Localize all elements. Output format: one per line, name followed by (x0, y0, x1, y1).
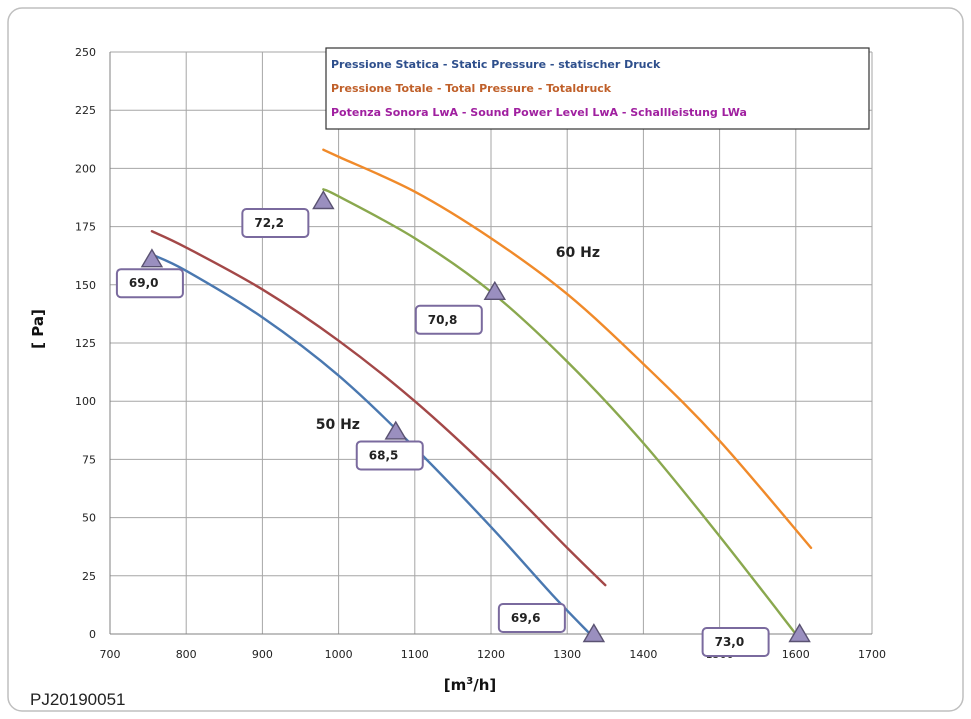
x-tick-label: 900 (252, 648, 273, 661)
y-axis-title: [ Pa] (29, 309, 47, 349)
marker-callout-label: 70,8 (428, 313, 458, 327)
y-tick-labels: 0 25 50 75 100 125 150 175 200 225 250 (75, 46, 96, 641)
x-axis-title-tail: /h] (473, 676, 496, 694)
series-line (150, 230, 607, 587)
x-tick-label: 1400 (629, 648, 657, 661)
frequency-label: 50 Hz (316, 417, 360, 433)
x-tick-label: 1200 (477, 648, 505, 661)
x-axis-title: [m3/h] (444, 676, 496, 694)
x-tick-label: 1000 (325, 648, 353, 661)
marker-callout-box (115, 268, 184, 299)
legend: Pressione Statica - Static Pressure - st… (325, 47, 870, 130)
y-tick-label: 125 (75, 337, 96, 350)
legend-entry: Pressione Totale - Total Pressure - Tota… (331, 82, 612, 95)
marker-triangle (384, 420, 407, 440)
frequency-label: 60 Hz (556, 245, 600, 261)
x-tick-label: 800 (176, 648, 197, 661)
marker-callout-label: 69,0 (129, 276, 159, 290)
marker-callout-label: 68,5 (369, 448, 399, 462)
x-tick-label: 1600 (782, 648, 810, 661)
chart-border (7, 7, 964, 712)
y-tick-label: 225 (75, 104, 96, 117)
frequency-annotations: 50 Hz 60 Hz (316, 245, 600, 433)
data-markers: 69,0 68,5 69,6 72,2 70,8 73,0 (115, 190, 811, 657)
marker-triangle (140, 248, 164, 268)
y-tick-label: 250 (75, 46, 96, 59)
legend-entry: Pressione Statica - Static Pressure - st… (331, 58, 661, 71)
y-tick-label: 50 (82, 512, 96, 525)
series-line (322, 148, 813, 550)
y-tick-label: 175 (75, 221, 96, 234)
x-tick-label: 700 (100, 648, 121, 661)
marker-callout-box (414, 304, 483, 335)
marker-triangle (788, 623, 811, 643)
marker-callout-box (497, 603, 566, 633)
marker-callout-label: 72,2 (254, 216, 284, 230)
y-tick-label: 75 (82, 453, 96, 466)
y-tick-label: 150 (75, 279, 96, 292)
marker-callout-box (241, 207, 310, 238)
marker-callout-label: 69,6 (511, 611, 541, 625)
x-axis-title-base: [m (444, 676, 467, 694)
y-tick-label: 25 (82, 570, 96, 583)
document-code: PJ20190051 (30, 690, 125, 709)
x-tick-label: 1100 (401, 648, 429, 661)
marker-callout-box (355, 440, 424, 471)
series-curves (150, 148, 813, 636)
series-line (150, 253, 592, 636)
marker-triangle (582, 623, 606, 643)
marker-callout-label: 73,0 (715, 635, 745, 649)
y-tick-label: 0 (89, 628, 96, 641)
y-tick-label: 100 (75, 395, 96, 408)
marker-triangle (312, 190, 335, 210)
marker-triangle (483, 280, 507, 300)
x-axis-title-sup: 3 (466, 676, 473, 687)
marker-callout-box (701, 627, 770, 657)
series-line (322, 188, 797, 636)
x-tick-label: 1300 (553, 648, 581, 661)
y-tick-label: 200 (75, 162, 96, 175)
legend-box (325, 47, 870, 130)
x-tick-label: 1700 (858, 648, 886, 661)
legend-entry: Potenza Sonora LwA - Sound Power Level L… (331, 106, 747, 119)
